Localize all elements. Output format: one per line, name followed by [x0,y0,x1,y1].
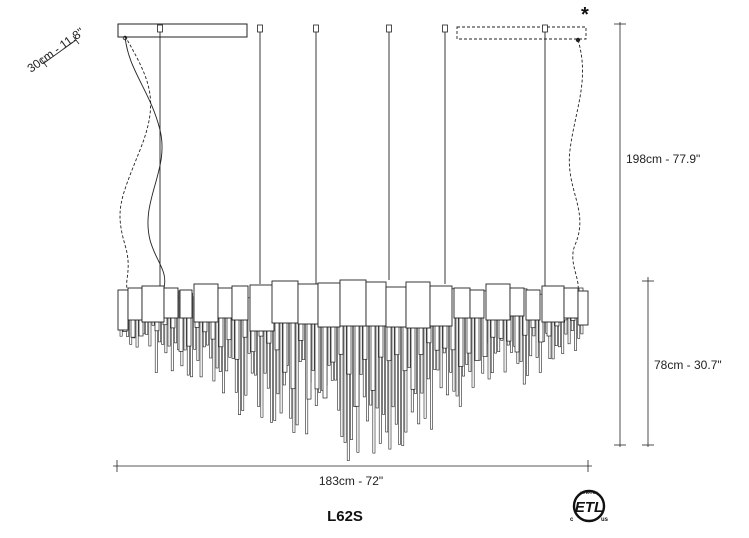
crystal-rod [469,289,485,319]
depth-dimension-tick [72,35,80,45]
crystal-rod [485,283,511,321]
asterisk-note: * [581,4,589,26]
body-height-label: 78cm - 30.7" [654,358,722,372]
crystal-rod [525,289,541,321]
crystal-rod [405,281,431,329]
crystal-rod [193,283,219,323]
total-height-label: 198cm - 77.9" [626,152,700,166]
crystal-rod [231,285,249,321]
ceiling-canopy-left [117,23,248,38]
crystal-rod [453,287,471,319]
crystal-rod [217,287,233,319]
depth-dimension-label: 30cm - 11.8" [25,25,87,76]
cable-clamp [157,24,163,33]
crystal-rod [577,290,589,326]
depth-dimension-line [43,39,77,64]
cable-clamps [157,24,548,33]
etl-ring-text: INTERTEK [580,491,598,495]
cord-entry-right [575,37,581,43]
crystal-rod [249,284,275,332]
crystal-rod [541,285,565,323]
crystal-rod [385,286,407,328]
width-label: 183cm - 72" [319,474,383,488]
body-height-dimension [642,277,654,447]
crystal-rod [429,285,453,327]
chandelier-body [117,279,589,461]
etl-us-label: us [601,517,609,523]
cable-clamp [386,24,392,33]
crystal-rod [141,285,165,323]
power-cord-dashed-left [119,35,152,289]
crystal-rod [297,283,319,325]
cable-clamp [542,24,548,33]
depth-dimension-tick [40,58,48,68]
crystal-rod [509,287,525,317]
cable-clamp [442,24,448,33]
crystal-rod [179,289,193,319]
power-cord-dashed-right [568,39,583,291]
depth-dimension [40,35,80,68]
suspension-cables [159,31,546,286]
width-dimension [113,460,592,472]
crystal-rod [482,290,488,357]
crystal-rod [163,287,179,319]
crystal-rod [127,287,143,321]
model-number: L62S [327,508,363,525]
crystal-rod [117,289,129,331]
cable-clamp [257,24,263,33]
cord-entry-left [122,35,128,41]
total-height-dimension [614,22,626,447]
cable-clamp [313,24,319,33]
crystal-rod [317,282,341,328]
etl-ring [572,489,606,523]
etl-c-label: c [570,517,574,523]
crystal-rod [271,280,299,324]
etl-text: ETL [575,499,603,516]
crystal-rod [365,281,387,327]
etl-certification-mark: ETL INTERTEK c us [570,489,609,523]
crystal-rod [563,287,579,319]
ceiling-canopy-right-dashed [456,26,587,40]
crystal-rod [339,279,367,327]
power-cord-solid [124,35,166,289]
